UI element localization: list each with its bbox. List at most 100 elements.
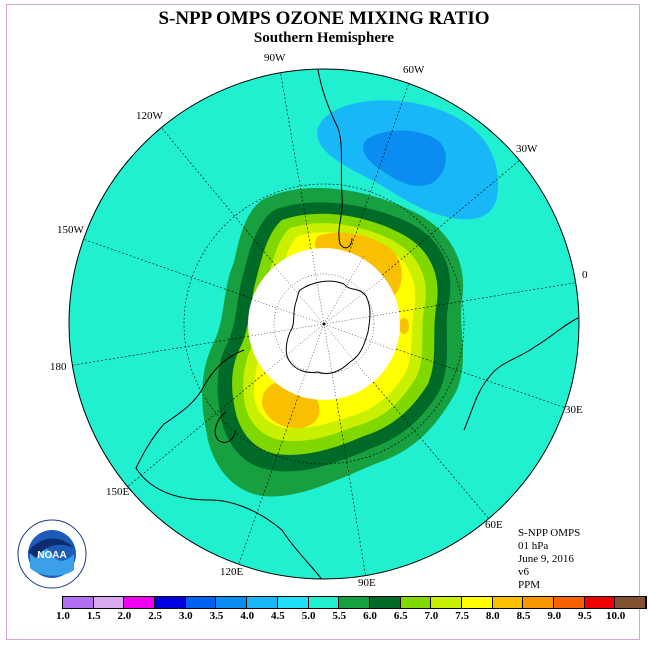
inner-meridian-0 [323, 311, 399, 325]
colorbar-cell [247, 597, 278, 608]
colorbar-cell [584, 597, 616, 608]
colorbar-tick-label: 2.5 [148, 610, 162, 622]
colorbar-tick-label: 8.5 [516, 610, 531, 622]
field-3p5-4p0 [363, 130, 446, 186]
lon-label-30e: 30E [565, 404, 583, 416]
map-boundary [68, 68, 580, 580]
colorbar-cell [461, 597, 493, 608]
colorbar-tick-label: 4.0 [240, 610, 255, 622]
colorbar-cell [615, 597, 647, 608]
info-date: June 9, 2016 [518, 553, 574, 565]
meridian-60w [323, 79, 411, 325]
noaa-logo: NOAA [17, 519, 87, 589]
coastline-africa [463, 317, 579, 431]
page-title: S-NPP OMPS OZONE MIXING RATIO [158, 8, 490, 29]
lon-label-90w: 90W [264, 52, 286, 64]
colorbar-cell [155, 597, 186, 608]
lon-label-60e: 60E [485, 519, 503, 531]
coastline-south-america [317, 69, 353, 249]
colorbar-tick-label: 5.0 [301, 610, 316, 622]
colorbar-tick-label: 2.0 [117, 610, 132, 622]
colorbar-tick-label: 7.5 [455, 610, 469, 622]
inner-meridian-60e [323, 323, 373, 383]
coastline-new-zealand [214, 411, 237, 443]
colorbar-tick-label: 7.0 [424, 610, 439, 622]
lon-label-150w: 150W [57, 224, 85, 236]
inner-meridian-150e [265, 323, 325, 373]
longitude-labels: 90W 60W 30W 0 30E 60E 90E 120E 150E 180 … [50, 52, 588, 589]
info-version: v6 [518, 566, 529, 578]
colorbar-tick-label: 10.0 [605, 610, 626, 622]
colorbar-tick-label: 8.0 [485, 610, 500, 622]
meridian-90e [323, 323, 367, 579]
colorbar-cell [93, 597, 125, 608]
inner-meridian-180 [249, 323, 325, 337]
noaa-logo-text: NOAA [37, 550, 66, 561]
colorbar-cell [339, 597, 370, 608]
inner-meridian-90w [311, 251, 325, 325]
meridian-90w [279, 69, 325, 325]
core-7p5-8p0-east [399, 318, 409, 334]
inner-meridian-30e [323, 323, 395, 351]
colorbar-cell [185, 597, 217, 608]
inner-graticule [249, 251, 399, 399]
inner-meridian-90e [323, 323, 337, 399]
colorbar-cell [216, 597, 248, 608]
colorbar-tick-label: 1.0 [56, 610, 70, 622]
meridian-180 [69, 323, 325, 367]
colorbar-cell [277, 597, 309, 608]
colorbar-tick-label: 6.0 [363, 610, 377, 622]
lon-label-120e: 120E [220, 566, 244, 578]
page-subtitle: Southern Hemisphere [253, 30, 395, 46]
meridian-30w [323, 159, 521, 325]
lon-label-60w: 60W [403, 64, 425, 76]
colorbar-cell [523, 597, 554, 608]
colorbar-tick-label: 1.5 [86, 610, 101, 622]
meridian-60e [323, 323, 491, 521]
colorbar-cell [124, 597, 156, 608]
colorbar-cell [431, 597, 462, 608]
lon-label-180: 180 [50, 361, 67, 373]
colorbar-tick-label: 6.5 [393, 610, 408, 622]
colorbar [62, 596, 648, 609]
coastline-australia [135, 349, 323, 579]
meridian-120e [237, 323, 325, 567]
info-level: 01 hPa [518, 540, 549, 552]
parallel-outer [183, 183, 465, 465]
info-units: PPM [518, 579, 541, 591]
colorbar-tick-label: 5.5 [332, 610, 347, 622]
lon-label-150e: 150E [106, 486, 130, 498]
graticule [69, 69, 579, 579]
lon-label-120w: 120W [136, 110, 164, 122]
parallel-inner [273, 273, 375, 375]
meridian-30e [323, 323, 567, 409]
colorbar-tick-label: 9.5 [578, 610, 592, 622]
meridian-150e [125, 323, 325, 489]
meridian-120w [159, 125, 325, 325]
colorbar-cell [492, 597, 524, 608]
coastline-antarctica [285, 280, 371, 375]
colorbar-cell [308, 597, 340, 608]
colorbar-tick-label: 3.0 [178, 610, 193, 622]
colorbar-tick-label: 9.0 [547, 610, 562, 622]
south-pole-marker [322, 322, 326, 326]
inner-meridian-120e [297, 323, 325, 395]
figure-frame [6, 4, 640, 640]
inner-meridian-60w [323, 255, 365, 325]
inner-meridian-30w [323, 275, 387, 325]
colorbar-cell [369, 597, 401, 608]
colorbar-tick-label: 4.5 [271, 610, 285, 622]
colorbar-cell [554, 597, 585, 608]
lon-label-90e: 90E [358, 577, 376, 589]
info-instrument: S-NPP OMPS [518, 527, 581, 539]
lon-label-30w: 30W [516, 143, 538, 155]
colorbar-tick-label: 3.5 [209, 610, 224, 622]
inner-meridian-120w [275, 267, 325, 325]
meridian-150w [79, 237, 325, 325]
colorbar-cell [400, 597, 432, 608]
colorbar-cell [63, 597, 94, 608]
meridian-0 [323, 281, 579, 325]
inner-meridian-150w [253, 299, 325, 325]
lon-label-0: 0 [582, 269, 588, 281]
